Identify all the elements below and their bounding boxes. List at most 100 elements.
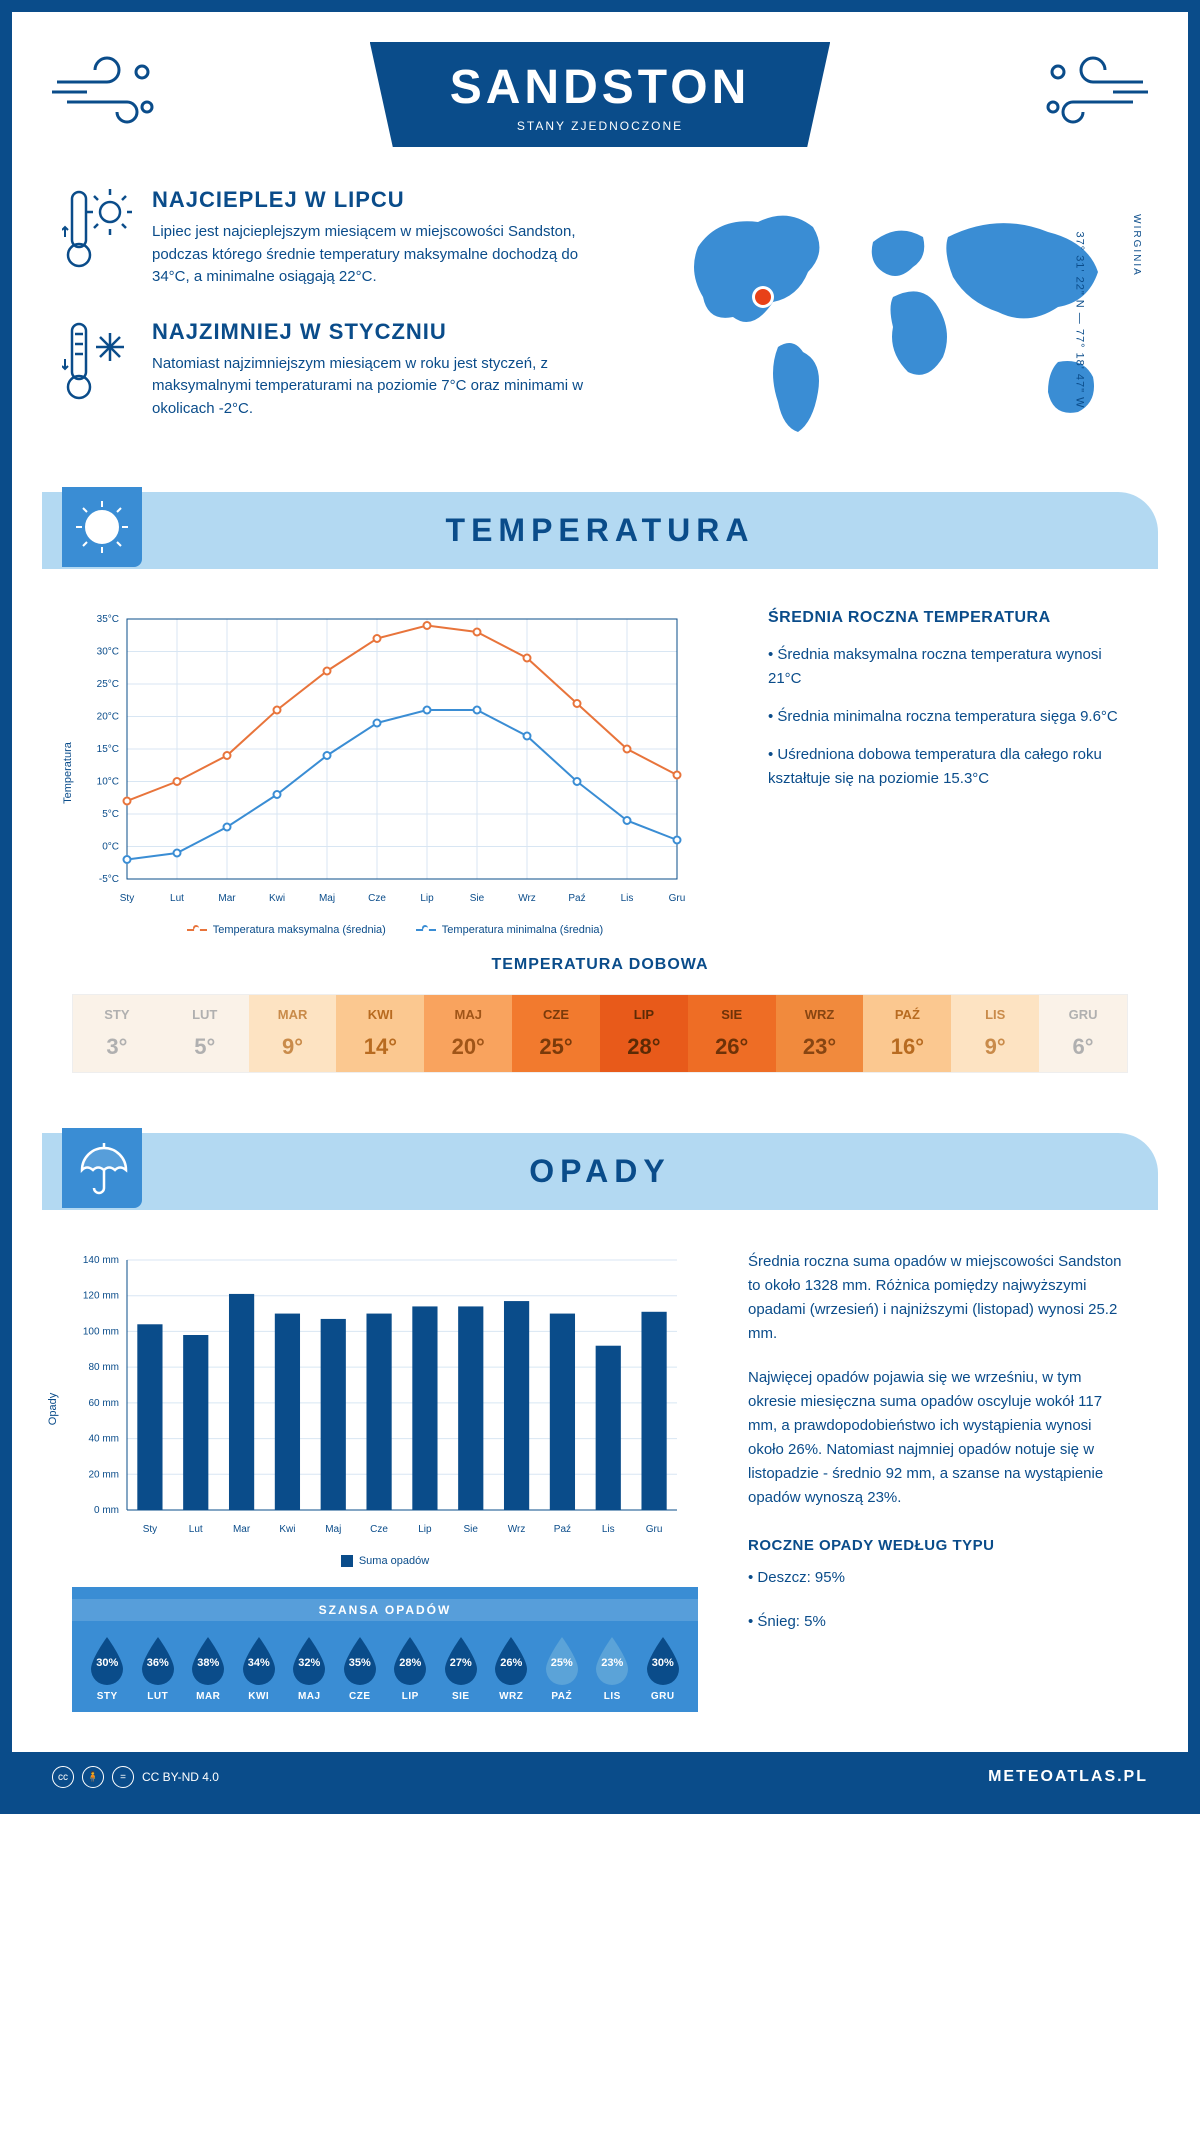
header: SANDSTON STANY ZJEDNOCZONE [12, 12, 1188, 167]
chance-drop: 30%GRU [643, 1635, 683, 1702]
precip-by-type-title: ROCZNE OPADY WEDŁUG TYPU [748, 1534, 1128, 1558]
svg-text:Kwi: Kwi [269, 893, 285, 904]
world-map: WIRGINIA 37° 31' 22" N — 77° 18' 47" W [658, 187, 1138, 452]
infographic-frame: SANDSTON STANY ZJEDNOCZONE NAJCIEPLEJ W … [0, 0, 1200, 1814]
fact-hot-title: NAJCIEPLEJ W LIPCU [152, 187, 618, 213]
legend-min: Temperatura minimalna (średnia) [442, 924, 603, 936]
precipitation-content: Opady 0 mm20 mm40 mm60 mm80 mm100 mm120 … [12, 1210, 1188, 1722]
chance-drop: 34%KWI [239, 1635, 279, 1702]
svg-text:Lis: Lis [621, 893, 634, 904]
svg-text:Lip: Lip [420, 893, 434, 904]
svg-text:10°C: 10°C [97, 777, 119, 788]
svg-text:Lut: Lut [189, 1524, 203, 1535]
svg-text:25°C: 25°C [97, 679, 119, 690]
precipitation-left: Opady 0 mm20 mm40 mm60 mm80 mm100 mm120 … [72, 1250, 698, 1712]
precip-type-item: • Śnieg: 5% [748, 1610, 1128, 1634]
temp-bullet: • Średnia maksymalna roczna temperatura … [768, 643, 1128, 691]
daily-temp-cell: LIS9° [951, 995, 1039, 1072]
wind-icon [1038, 52, 1148, 137]
chance-drop: 30%STY [87, 1635, 127, 1702]
thermometer-sun-icon [62, 187, 132, 289]
chance-drop: 23%LIS [592, 1635, 632, 1702]
svg-text:Lis: Lis [602, 1524, 615, 1535]
title-banner: SANDSTON STANY ZJEDNOCZONE [370, 42, 830, 147]
svg-text:35°C: 35°C [97, 614, 119, 625]
legend-max: Temperatura maksymalna (średnia) [213, 924, 386, 936]
svg-text:40 mm: 40 mm [88, 1434, 119, 1445]
temperature-line-chart: Temperatura -5°C0°C5°C10°C15°C20°C25°C30… [72, 609, 718, 936]
region-label: WIRGINIA [1131, 214, 1142, 277]
svg-text:15°C: 15°C [97, 744, 119, 755]
coordinates-label: 37° 31' 22" N — 77° 18' 47" W [1074, 231, 1086, 408]
fact-hottest: NAJCIEPLEJ W LIPCU Lipiec jest najcieple… [62, 187, 618, 289]
svg-text:-5°C: -5°C [99, 874, 119, 885]
svg-text:Sty: Sty [143, 1524, 157, 1535]
svg-text:Mar: Mar [233, 1524, 251, 1535]
chance-drop: 36%LUT [138, 1635, 178, 1702]
daily-temp-cell: MAJ20° [424, 995, 512, 1072]
daily-temp-cell: LUT5° [161, 995, 249, 1072]
daily-temp-cell: MAR9° [249, 995, 337, 1072]
chance-drop: 28%LIP [390, 1635, 430, 1702]
fact-cold-text: Natomiast najzimniejszym miesiącem w rok… [152, 353, 618, 421]
precip-type-item: • Deszcz: 95% [748, 1566, 1128, 1590]
chance-drop: 32%MAJ [289, 1635, 329, 1702]
svg-text:80 mm: 80 mm [88, 1362, 119, 1373]
license-block: cc 🧍 = CC BY-ND 4.0 [52, 1766, 219, 1788]
chance-drop: 38%MAR [188, 1635, 228, 1702]
chance-drop: 26%WRZ [491, 1635, 531, 1702]
svg-text:Mar: Mar [218, 893, 236, 904]
svg-text:20°C: 20°C [97, 712, 119, 723]
precip-para: Średnia roczna suma opadów w miejscowośc… [748, 1250, 1128, 1346]
intro-section: NAJCIEPLEJ W LIPCU Lipiec jest najcieple… [12, 167, 1188, 482]
temp-bullet: • Średnia minimalna roczna temperatura s… [768, 705, 1128, 729]
thermometer-snow-icon [62, 319, 132, 421]
svg-text:Paź: Paź [554, 1524, 571, 1535]
daily-temp-cell: PAŹ16° [863, 995, 951, 1072]
svg-text:Lip: Lip [418, 1524, 432, 1535]
section-header-precipitation: OPADY [42, 1133, 1158, 1210]
chance-drop: 27%SIE [441, 1635, 481, 1702]
svg-text:Sie: Sie [470, 893, 485, 904]
daily-temp-cell: SIE26° [688, 995, 776, 1072]
daily-temp-cell: LIP28° [600, 995, 688, 1072]
temp-bullet: • Uśredniona dobowa temperatura dla całe… [768, 743, 1128, 791]
svg-text:5°C: 5°C [102, 809, 119, 820]
fact-coldest: NAJZIMNIEJ W STYCZNIU Natomiast najzimni… [62, 319, 618, 421]
temperature-content: Temperatura -5°C0°C5°C10°C15°C20°C25°C30… [12, 569, 1188, 956]
avg-temp-title: ŚREDNIA ROCZNA TEMPERATURA [768, 609, 1128, 627]
svg-text:0°C: 0°C [102, 842, 119, 853]
by-icon: 🧍 [82, 1766, 104, 1788]
country-subtitle: STANY ZJEDNOCZONE [450, 119, 750, 133]
city-title: SANDSTON [450, 60, 750, 115]
svg-text:Gru: Gru [646, 1524, 663, 1535]
chart-legend: Temperatura maksymalna (średnia) Tempera… [72, 924, 718, 936]
precipitation-bar-chart: Opady 0 mm20 mm40 mm60 mm80 mm100 mm120 … [72, 1250, 698, 1567]
section-header-temperature: TEMPERATURA [42, 492, 1158, 569]
precip-para: Najwięcej opadów pojawia się we wrześniu… [748, 1366, 1128, 1510]
svg-text:Wrz: Wrz [518, 893, 536, 904]
daily-temp-cell: STY3° [73, 995, 161, 1072]
legend-precip: Suma opadów [359, 1555, 429, 1567]
daily-temperature: TEMPERATURA DOBOWA STY3°LUT5°MAR9°KWI14°… [12, 956, 1188, 1113]
svg-text:0 mm: 0 mm [94, 1505, 119, 1516]
facts-column: NAJCIEPLEJ W LIPCU Lipiec jest najcieple… [62, 187, 618, 452]
chance-drop: 25%PAŹ [542, 1635, 582, 1702]
cc-icon: cc [52, 1766, 74, 1788]
svg-text:120 mm: 120 mm [83, 1291, 119, 1302]
temperature-sidebar: ŚREDNIA ROCZNA TEMPERATURA • Średnia mak… [768, 609, 1128, 936]
svg-text:Maj: Maj [319, 893, 335, 904]
svg-text:20 mm: 20 mm [88, 1469, 119, 1480]
nd-icon: = [112, 1766, 134, 1788]
footer: cc 🧍 = CC BY-ND 4.0 METEOATLAS.PL [12, 1752, 1188, 1802]
wind-icon [52, 52, 162, 137]
svg-text:30°C: 30°C [97, 647, 119, 658]
svg-text:Paź: Paź [568, 893, 585, 904]
svg-text:140 mm: 140 mm [83, 1255, 119, 1266]
temperature-title: TEMPERATURA [82, 512, 1118, 549]
umbrella-icon [62, 1128, 142, 1208]
map-icon [658, 187, 1138, 447]
precipitation-chance-box: SZANSA OPADÓW 30%STY36%LUT38%MAR34%KWI32… [72, 1587, 698, 1712]
precipitation-sidebar: Średnia roczna suma opadów w miejscowośc… [748, 1250, 1128, 1712]
svg-text:Maj: Maj [325, 1524, 341, 1535]
